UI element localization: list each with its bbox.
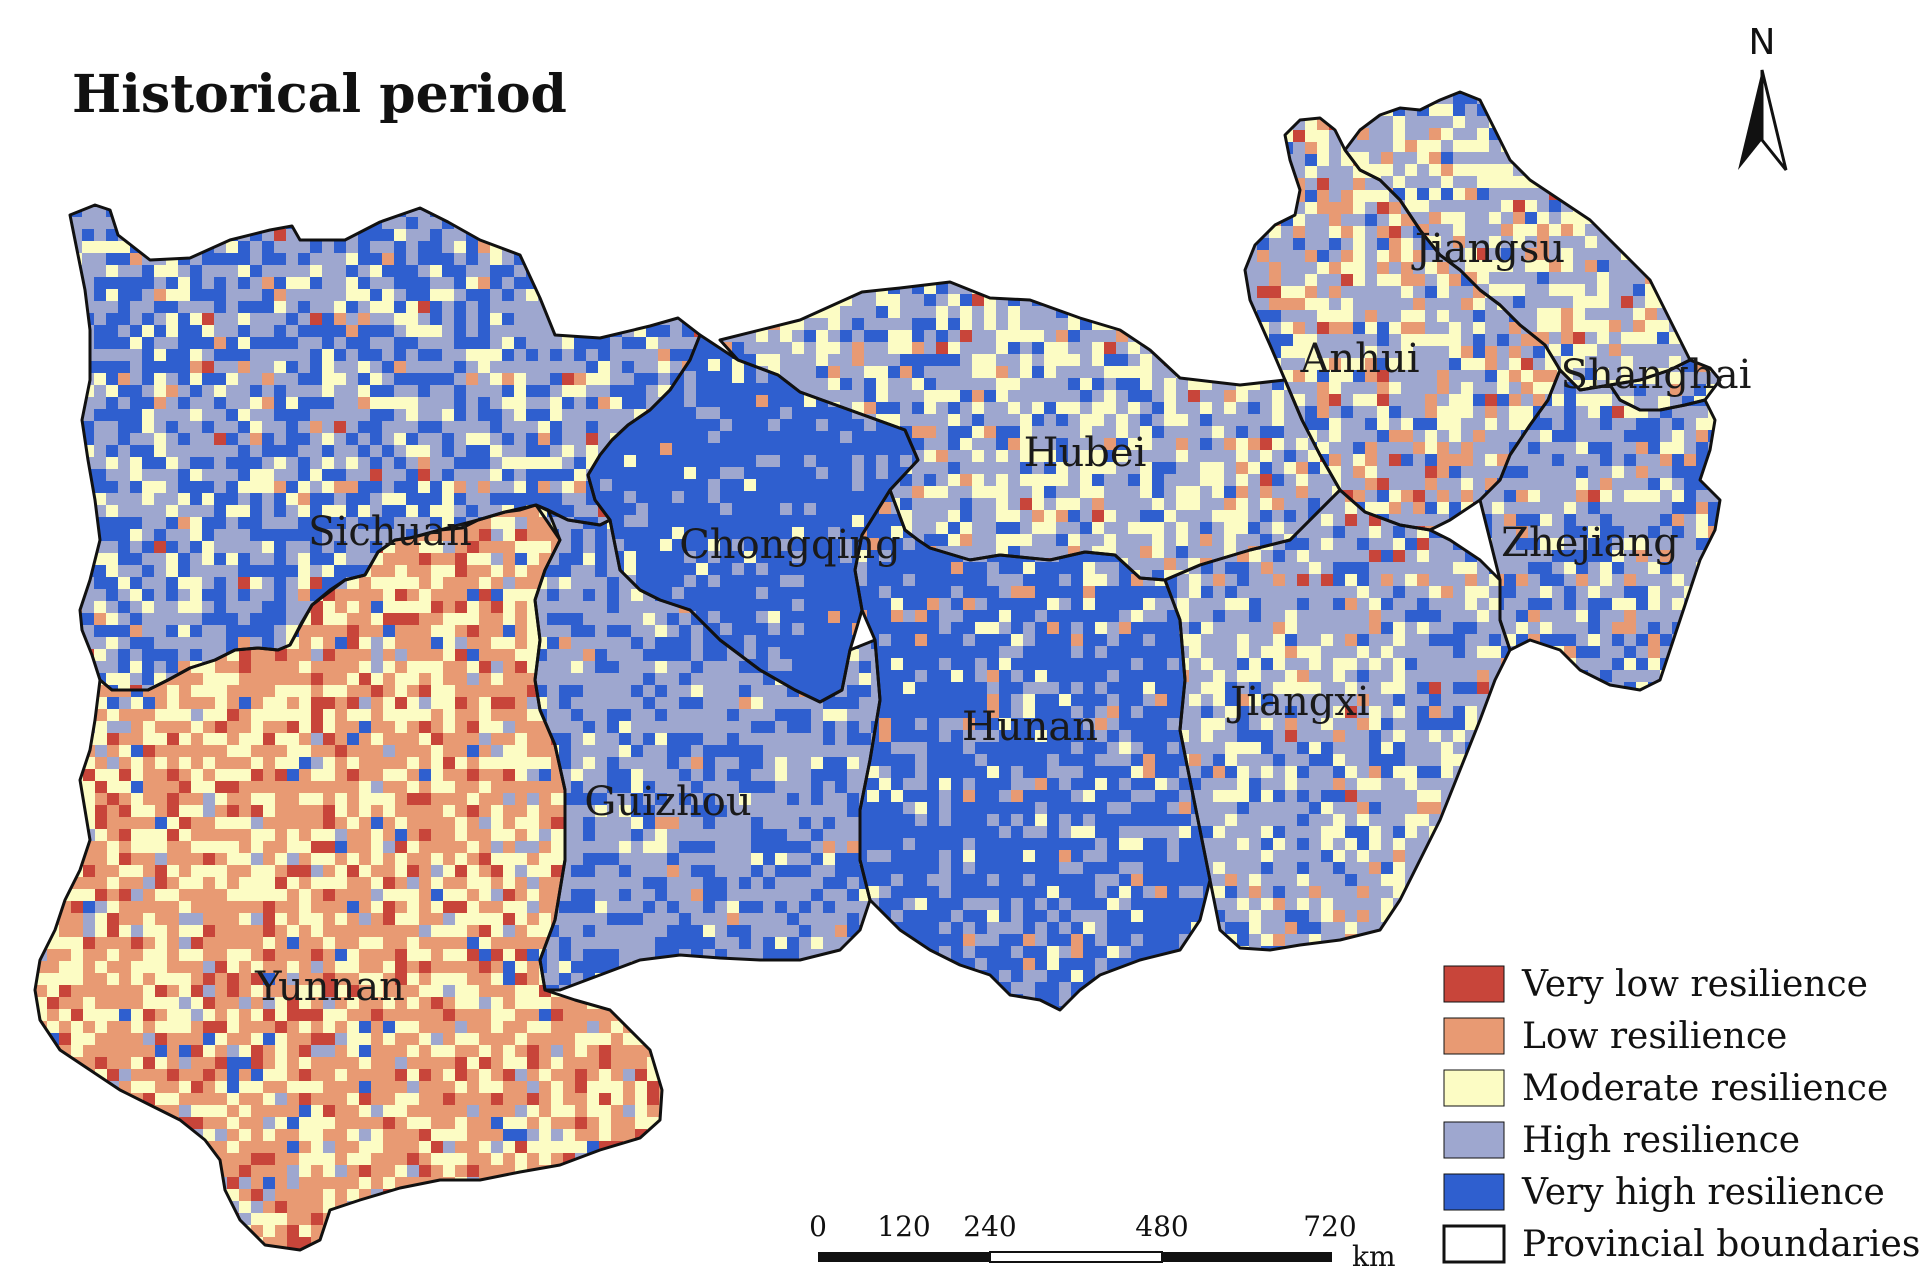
scale-segment-240-480 xyxy=(989,1251,1163,1263)
legend: Very low resilience Low resilience Moder… xyxy=(1442,964,1920,1265)
scale-tick-0: 0 xyxy=(809,1210,827,1243)
province-fill-chongqing xyxy=(588,335,918,702)
legend-swatch-very-low xyxy=(1443,965,1505,1003)
province-labels: Sichuan Chongqing Yunnan Guizhou Hubei Hunan J… xyxy=(254,226,1751,1010)
north-label: N xyxy=(1749,22,1776,63)
boundary-jiangxi xyxy=(1163,488,1512,952)
legend-swatch-low xyxy=(1443,1017,1505,1055)
boundary-jiangsu xyxy=(1343,90,1692,392)
province-label-yunnan: Yunnan xyxy=(254,964,405,1010)
scale-segment-480-720 xyxy=(1162,1252,1332,1262)
legend-label-moderate: Moderate resilience xyxy=(1522,1068,1888,1109)
north-arrow-left-half xyxy=(1738,70,1762,170)
province-label-hubei: Hubei xyxy=(1024,430,1147,476)
province-label-hunan: Hunan xyxy=(962,704,1098,750)
scale-tick-240: 240 xyxy=(963,1210,1016,1243)
legend-swatch-very-high xyxy=(1443,1173,1505,1211)
legend-label-very-low: Very low resilience xyxy=(1521,964,1868,1005)
province-label-guizhou: Guizhou xyxy=(584,779,751,825)
scale-bar: 0 120 240 480 720 km xyxy=(809,1210,1395,1273)
provincial-boundaries xyxy=(33,90,1722,1252)
boundary-hunan xyxy=(853,488,1212,1012)
legend-swatch-high xyxy=(1443,1121,1505,1159)
legend-label-very-high: Very high resilience xyxy=(1521,1172,1885,1213)
province-label-shanghai: Shanghai xyxy=(1561,352,1752,398)
province-label-chongqing: Chongqing xyxy=(679,522,901,568)
boundary-zhejiang xyxy=(1478,368,1722,692)
legend-label-high: High resilience xyxy=(1522,1120,1800,1161)
legend-label-low: Low resilience xyxy=(1522,1016,1787,1057)
province-label-anhui: Anhui xyxy=(1300,336,1420,382)
province-label-jiangxi: Jiangxi xyxy=(1226,679,1369,725)
scale-tick-480: 480 xyxy=(1135,1210,1188,1243)
scale-tick-120: 120 xyxy=(877,1210,930,1243)
map-title: Historical period xyxy=(72,64,567,125)
legend-swatch-moderate xyxy=(1443,1069,1505,1107)
boundary-yunnan xyxy=(33,503,664,1252)
province-label-sichuan: Sichuan xyxy=(308,509,472,555)
scale-segment-0-240 xyxy=(818,1252,990,1262)
north-arrow-right-half xyxy=(1760,69,1788,171)
north-arrow: N xyxy=(1738,22,1788,171)
legend-swatch-boundaries xyxy=(1442,1224,1506,1264)
boundary-guizhou xyxy=(533,503,882,992)
scale-tick-720: 720 xyxy=(1303,1210,1356,1243)
province-label-jiangsu: Jiangsu xyxy=(1411,226,1565,272)
scale-unit: km xyxy=(1352,1240,1396,1273)
province-label-zhejiang: Zhejiang xyxy=(1501,520,1679,566)
legend-label-boundaries: Provincial boundaries xyxy=(1522,1224,1920,1265)
